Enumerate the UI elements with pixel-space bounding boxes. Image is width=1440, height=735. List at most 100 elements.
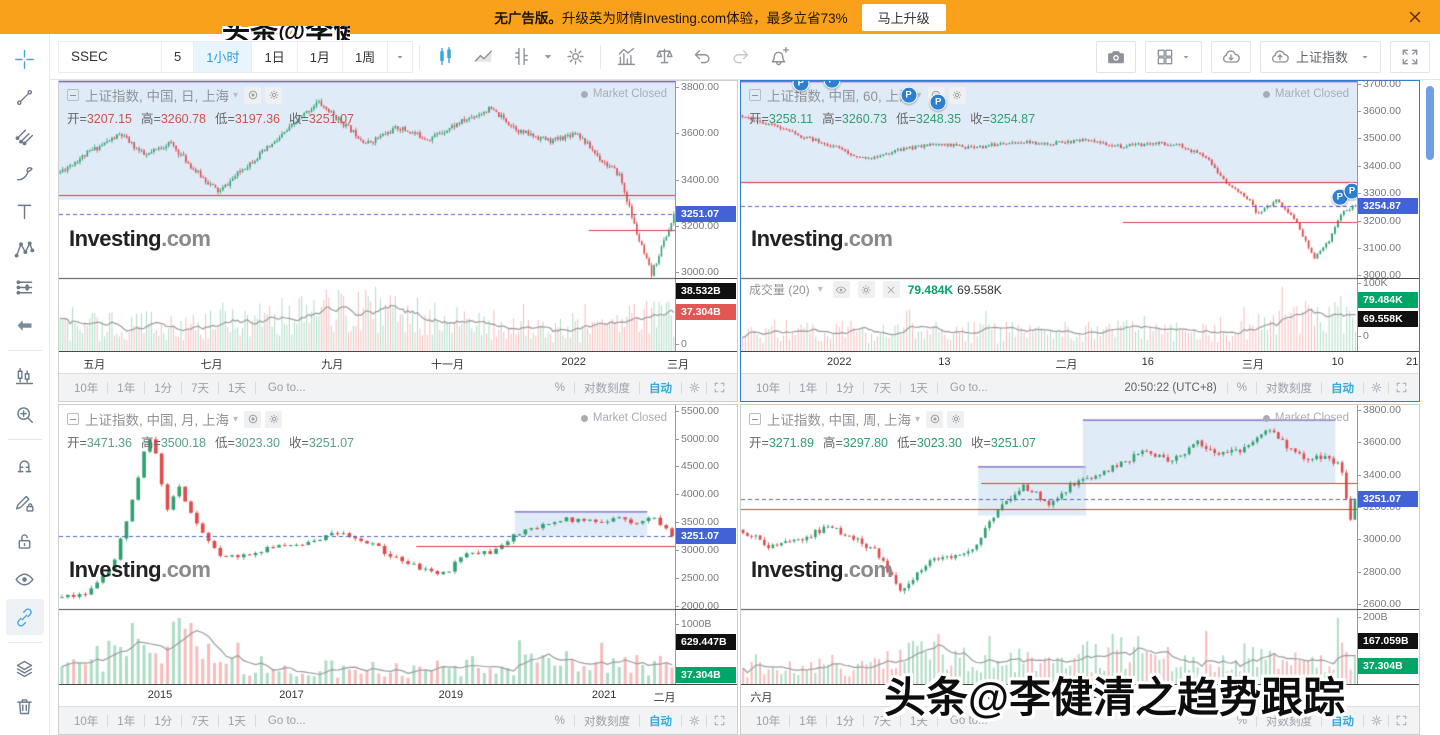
legend-settings-icon[interactable] (857, 281, 875, 298)
percent-button[interactable]: % (1236, 714, 1247, 727)
back-button[interactable] (6, 307, 44, 343)
fullscreen-button[interactable] (1390, 40, 1430, 73)
chart-plot[interactable]: Investing.com 上证指数, 中国, 周, 上海 ▾ 开=3271.8… (741, 405, 1357, 684)
lock-all-drawings-button[interactable] (6, 523, 44, 559)
fib-retracement-tool[interactable] (6, 269, 44, 305)
footer-fullscreen-icon[interactable] (1391, 712, 1411, 730)
percent-button[interactable]: % (554, 714, 565, 727)
collapse-chart-icon[interactable] (749, 89, 761, 101)
snapshot-icon[interactable] (926, 410, 944, 428)
range-button-1分[interactable]: 1分 (154, 715, 173, 728)
legend-eye-icon[interactable] (832, 281, 850, 298)
time-axis[interactable]: 六月 2020 六月 2021 二月 (741, 684, 1419, 706)
interval-button-1月[interactable]: 1月 (297, 40, 343, 73)
indicators-icon[interactable] (607, 41, 645, 73)
chevron-down-icon[interactable] (540, 41, 556, 73)
chart-plot[interactable]: Investing.com 上证指数, 中国, 月, 上海 ▾ 开=3471.3… (59, 405, 675, 684)
interval-button-1日[interactable]: 1日 (252, 40, 298, 73)
scrollbar-thumb[interactable] (1426, 86, 1434, 160)
range-button-10年[interactable]: 10年 (74, 382, 99, 395)
chevron-down-icon[interactable]: ▾ (233, 413, 239, 425)
footer-fullscreen-icon[interactable] (1391, 379, 1411, 397)
interval-button-1周[interactable]: 1周 (342, 40, 389, 73)
auto-scale-button[interactable]: 自动 (1331, 715, 1354, 728)
chart-settings-icon[interactable] (947, 410, 965, 428)
time-axis[interactable]: 2015 2017 2019 2021 二月 (59, 684, 737, 706)
chart-plot[interactable]: Investing.com 上证指数, 中国, 日, 上海 ▾ 开=3207.1… (59, 81, 675, 351)
pitchfork-tool[interactable] (6, 117, 44, 153)
goto-button[interactable]: Go to... (267, 381, 306, 394)
collapse-chart-icon[interactable] (67, 413, 79, 425)
collapse-chart-icon[interactable] (67, 89, 79, 101)
footer-fullscreen-icon[interactable] (709, 712, 729, 730)
range-button-1年[interactable]: 1年 (117, 715, 136, 728)
undo-icon[interactable] (683, 41, 721, 73)
goto-button[interactable]: Go to... (949, 381, 988, 394)
stay-in-drawing-mode-button[interactable] (6, 485, 44, 521)
cloud-download-button[interactable] (1210, 40, 1251, 73)
footer-settings-icon[interactable] (1366, 379, 1386, 397)
remove-all-button[interactable] (6, 688, 44, 724)
log-scale-button[interactable]: 对数刻度 (1266, 382, 1312, 395)
bar-pattern-tool[interactable] (6, 358, 44, 394)
position-pin-icon[interactable]: P (900, 86, 918, 104)
chevron-down-icon[interactable]: ▾ (817, 284, 823, 295)
auto-scale-button[interactable]: 自动 (649, 715, 672, 728)
chevron-down-icon[interactable]: ▾ (916, 89, 922, 101)
line-chart-icon[interactable] (464, 41, 502, 73)
range-button-1天[interactable]: 1天 (228, 715, 246, 728)
range-button-1年[interactable]: 1年 (799, 382, 818, 395)
goto-button[interactable]: Go to... (949, 714, 988, 727)
range-button-7天[interactable]: 7天 (873, 715, 892, 728)
legend-close-icon[interactable] (882, 281, 900, 298)
percent-button[interactable]: % (1236, 381, 1247, 394)
footer-fullscreen-icon[interactable] (709, 379, 729, 397)
log-scale-button[interactable]: 对数刻度 (584, 382, 630, 395)
collapse-chart-icon[interactable] (749, 413, 761, 425)
range-button-7天[interactable]: 7天 (191, 382, 210, 395)
log-scale-button[interactable]: 对数刻度 (1266, 715, 1312, 728)
time-axis[interactable]: 五月 七月 九月 十一月 2022 三月 (59, 351, 737, 373)
scales-icon[interactable] (645, 41, 683, 73)
price-axis[interactable]: 5500.00 5000.00 4500.00 4000.00 3500.00 3000.… (675, 405, 737, 684)
chart-title[interactable]: 上证指数, 中国, 60, 上海 (767, 89, 913, 104)
axis-style-icon[interactable] (502, 41, 540, 73)
chart-canvas[interactable] (741, 81, 1357, 351)
symbol-input[interactable]: SSEC (58, 40, 162, 73)
range-button-1分[interactable]: 1分 (154, 382, 173, 395)
sync-drawings-button[interactable] (5, 599, 44, 635)
vertical-scrollbar[interactable] (1424, 84, 1436, 730)
brush-tool[interactable] (6, 155, 44, 191)
xabcd-pattern-tool[interactable] (6, 231, 44, 267)
position-pin-icon[interactable]: P (929, 93, 947, 111)
magnet-mode-button[interactable] (6, 447, 44, 483)
range-button-1分[interactable]: 1分 (836, 382, 855, 395)
log-scale-button[interactable]: 对数刻度 (584, 715, 630, 728)
chart-title[interactable]: 上证指数, 中国, 日, 上海 (85, 89, 230, 104)
range-button-1年[interactable]: 1年 (799, 715, 818, 728)
range-button-1天[interactable]: 1天 (910, 382, 928, 395)
interval-dropdown-icon[interactable] (388, 40, 414, 73)
settings-icon[interactable] (556, 41, 594, 73)
price-axis[interactable]: 3700.00 3600.00 3500.00 3400.00 3300.00 3200.… (1357, 78, 1419, 351)
percent-button[interactable]: % (554, 381, 565, 394)
range-button-7天[interactable]: 7天 (191, 715, 210, 728)
range-button-1天[interactable]: 1天 (228, 382, 246, 395)
chart-canvas[interactable] (59, 81, 675, 351)
footer-settings-icon[interactable] (684, 379, 704, 397)
footer-settings-icon[interactable] (1366, 712, 1386, 730)
auto-scale-button[interactable]: 自动 (649, 382, 672, 395)
chart-title[interactable]: 上证指数, 中国, 周, 上海 (767, 413, 912, 428)
range-button-10年[interactable]: 10年 (74, 715, 99, 728)
interval-button-1小时[interactable]: 1小时 (194, 40, 253, 73)
position-pin-icon[interactable]: P (1343, 182, 1357, 200)
range-button-1年[interactable]: 1年 (117, 382, 136, 395)
camera-button[interactable] (1095, 40, 1136, 73)
auto-scale-button[interactable]: 自动 (1331, 382, 1354, 395)
redo-icon[interactable] (721, 41, 759, 73)
layout-grid-button[interactable] (1144, 40, 1202, 73)
hide-all-drawings-button[interactable] (6, 561, 44, 597)
snapshot-icon[interactable] (244, 410, 262, 428)
text-tool[interactable] (6, 193, 44, 229)
chart-canvas[interactable] (59, 405, 675, 684)
